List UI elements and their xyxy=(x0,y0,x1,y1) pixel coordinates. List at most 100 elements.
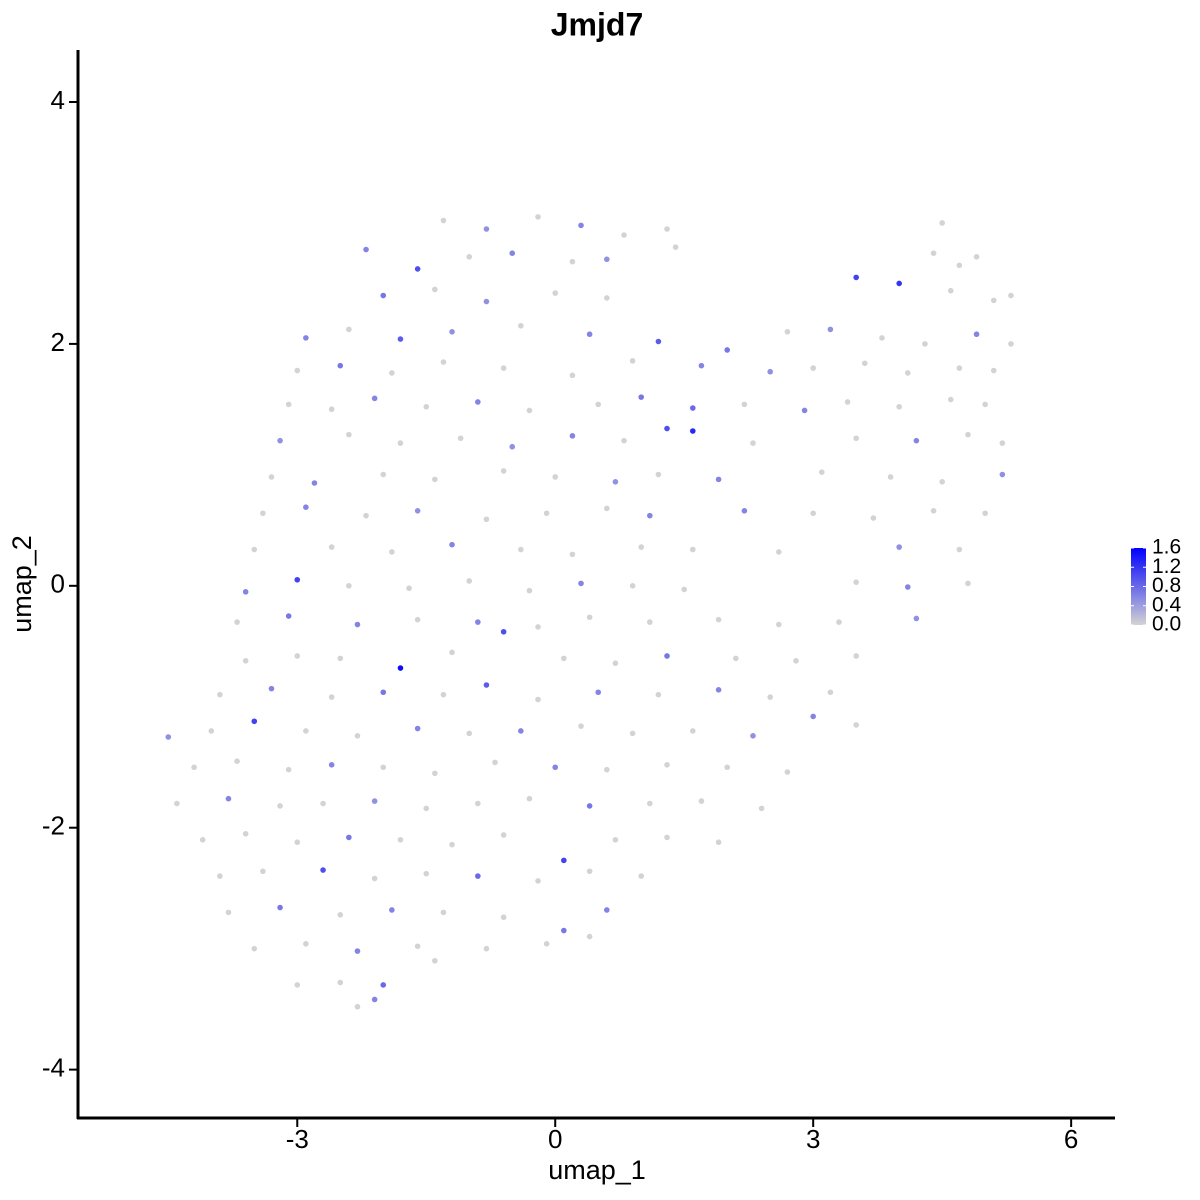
point xyxy=(277,803,283,809)
x-tick-label: -3 xyxy=(286,1124,309,1154)
point xyxy=(956,546,963,553)
point xyxy=(990,297,997,304)
point xyxy=(294,982,301,988)
point xyxy=(853,722,859,728)
point xyxy=(380,471,387,478)
point xyxy=(380,982,387,988)
point xyxy=(225,795,232,802)
point xyxy=(561,857,567,864)
point xyxy=(939,220,945,226)
point xyxy=(956,365,963,371)
point xyxy=(930,508,937,514)
point xyxy=(715,616,722,623)
point xyxy=(225,909,232,916)
point xyxy=(337,655,344,662)
point xyxy=(483,516,490,523)
point xyxy=(690,405,696,411)
point xyxy=(612,837,619,843)
point xyxy=(414,266,421,272)
point xyxy=(277,904,283,911)
point xyxy=(346,583,352,589)
point xyxy=(956,262,963,269)
y-axis-label: umap_2 xyxy=(7,535,37,633)
point xyxy=(432,957,438,964)
point xyxy=(217,691,223,698)
point xyxy=(354,621,361,628)
point xyxy=(242,830,249,837)
point xyxy=(990,367,997,374)
point xyxy=(853,653,859,659)
point xyxy=(655,471,662,478)
point xyxy=(664,762,670,768)
point xyxy=(294,653,301,659)
point xyxy=(432,770,438,777)
chart-title: Jmjd7 xyxy=(551,6,643,42)
point xyxy=(861,360,868,367)
x-tick-label: 6 xyxy=(1064,1124,1078,1154)
point xyxy=(904,370,911,376)
colorbar-tick-label: 0.4 xyxy=(1152,593,1182,616)
point xyxy=(526,587,533,594)
point xyxy=(758,805,765,812)
point xyxy=(681,586,688,593)
point xyxy=(664,653,670,659)
point xyxy=(492,759,498,766)
point xyxy=(775,549,782,555)
point xyxy=(827,689,834,696)
point xyxy=(655,691,662,698)
point xyxy=(913,437,920,444)
point xyxy=(268,685,275,692)
point xyxy=(371,395,378,402)
point xyxy=(879,335,885,341)
point xyxy=(535,878,541,884)
point xyxy=(285,766,292,773)
point xyxy=(251,546,258,553)
point xyxy=(844,399,851,405)
point xyxy=(509,250,516,256)
point xyxy=(328,406,335,413)
point xyxy=(930,250,937,256)
point xyxy=(973,254,980,260)
point xyxy=(664,226,670,232)
point xyxy=(629,358,636,364)
point xyxy=(552,764,559,771)
point xyxy=(784,329,791,335)
point xyxy=(251,718,258,725)
point xyxy=(853,274,859,281)
point xyxy=(423,805,430,812)
point xyxy=(595,401,602,408)
point xyxy=(354,948,361,954)
point xyxy=(896,404,902,410)
point xyxy=(294,839,301,846)
point xyxy=(217,873,223,879)
point xyxy=(509,443,516,450)
point xyxy=(337,979,344,986)
point xyxy=(397,665,404,671)
point xyxy=(191,764,197,771)
point xyxy=(294,367,301,374)
point xyxy=(285,401,292,408)
point xyxy=(380,764,387,771)
point xyxy=(440,909,447,916)
point xyxy=(982,401,988,408)
point xyxy=(947,287,954,294)
point xyxy=(423,404,430,410)
point xyxy=(913,615,920,622)
point xyxy=(432,286,438,293)
point xyxy=(552,474,559,480)
point xyxy=(775,621,782,628)
point xyxy=(569,433,576,439)
point xyxy=(483,945,490,952)
point xyxy=(466,730,473,737)
point xyxy=(500,468,507,474)
point xyxy=(483,682,490,688)
point xyxy=(346,431,352,438)
point xyxy=(698,798,705,804)
point xyxy=(389,907,395,913)
colorbar-tick-label: 0.0 xyxy=(1152,613,1181,636)
point xyxy=(586,614,593,621)
point xyxy=(449,541,455,548)
colorbar-tick-label: 1.2 xyxy=(1152,555,1181,578)
point xyxy=(354,1003,361,1010)
